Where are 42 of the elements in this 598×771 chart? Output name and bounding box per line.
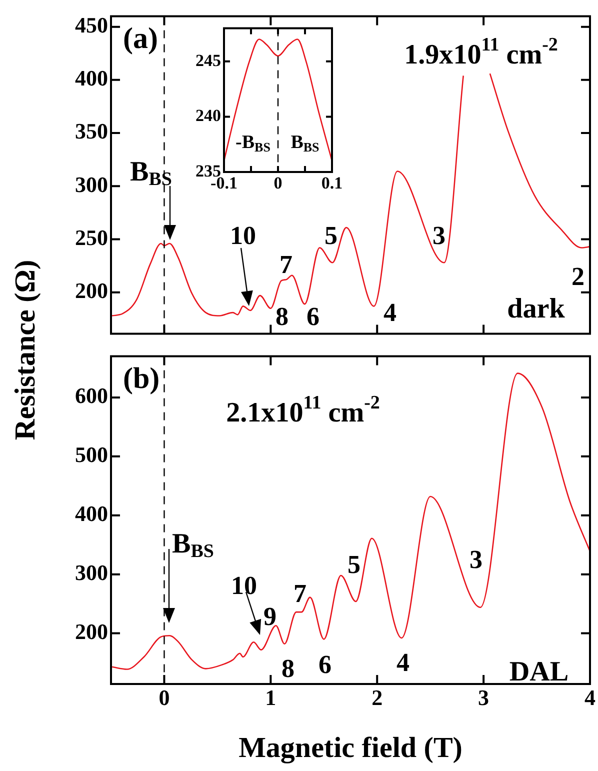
annotation: 3: [432, 220, 446, 250]
y-tick-label: 350: [75, 118, 108, 144]
annotation: 4: [384, 298, 396, 327]
y-tick-label: 300: [75, 172, 108, 197]
annotation: dark: [507, 293, 566, 324]
annotation: 5: [348, 550, 360, 579]
annotation: 5: [324, 220, 338, 250]
x-tick-label: 4: [584, 684, 596, 710]
annotation: 6: [318, 650, 332, 679]
chart-title: (b): [123, 362, 160, 395]
y-tick-label: 400: [75, 66, 108, 91]
annotation: 10: [230, 220, 256, 250]
y-tick-label: 500: [75, 442, 108, 468]
y-tick-label: 250: [75, 224, 108, 250]
annotation: 3: [470, 544, 482, 574]
y-tick-label: 240: [196, 106, 221, 126]
y-tick-label: 200: [75, 278, 108, 304]
y-tick-label: 450: [75, 12, 108, 38]
x-axis-title: Magnetic field (T): [238, 732, 462, 764]
annotation: 9: [264, 602, 276, 631]
annotation: 8: [276, 302, 288, 331]
annotation: 8: [282, 654, 294, 683]
y-tick-label: 300: [75, 560, 108, 586]
annotation: DAL: [509, 656, 569, 688]
annotation: 2: [572, 262, 584, 291]
annotation: 6: [306, 302, 320, 331]
x-tick-label: 0: [158, 684, 170, 710]
chart-title: (a): [123, 22, 158, 55]
y-tick-label: 400: [75, 501, 108, 526]
x-tick-label: 2: [372, 684, 383, 710]
y-tick-label: 245: [196, 50, 221, 70]
annotation: 7: [294, 578, 306, 608]
annotation: 7: [280, 250, 292, 279]
y-tick-label: 200: [75, 618, 108, 644]
x-tick-label: 3: [478, 684, 490, 710]
annotation: 4: [396, 648, 410, 677]
x-tick-label: 0.1: [321, 174, 343, 193]
x-tick-label: 1: [265, 684, 276, 710]
x-tick-label: 0: [274, 174, 282, 193]
annotation: 10: [231, 570, 257, 600]
y-tick-label: 600: [75, 383, 108, 408]
y-axis-title: Resistance (Ω): [10, 260, 42, 440]
